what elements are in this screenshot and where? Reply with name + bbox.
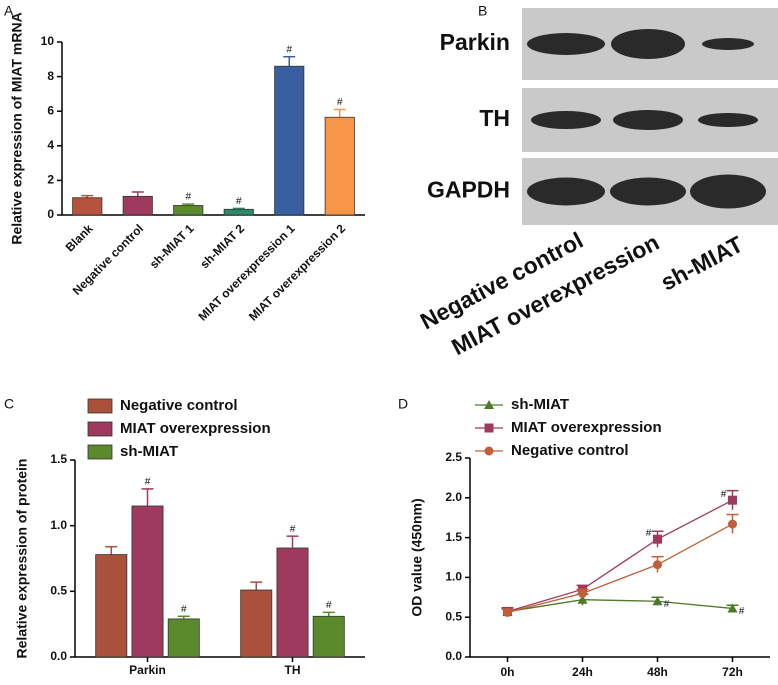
x-tick-label: sh-MIAT 1 [147,221,197,271]
legend-label: MIAT overexpression [120,420,271,437]
x-tick-label: Blank [63,221,96,254]
y-axis-label: Relative expression of protein [14,459,30,659]
x-tick-label: sh-MIAT 2 [197,221,247,271]
row-label: TH [479,105,510,131]
panel-letter: A [4,3,14,19]
legend-label: sh-MIAT [511,396,569,413]
significance-mark: # [181,604,187,615]
row-label: GAPDH [427,177,510,203]
legend-label: sh-MIAT [120,443,178,460]
y-tick-label: 0.5 [445,609,462,623]
blot-band [698,113,758,127]
marker [653,534,662,544]
y-tick-label: 8 [47,69,54,83]
blot-band [611,29,685,59]
blot-band [610,177,686,206]
blot-band [527,177,605,206]
x-tick-label: 0h [500,665,514,679]
marker [577,594,588,604]
x-tick-label: MIAT overexpression 1 [195,221,297,323]
x-tick-label: TH [285,663,301,677]
marker [653,560,662,570]
bar [324,116,355,216]
y-tick-label: 1.0 [445,570,462,584]
bar [240,589,273,658]
x-tick-label: 24h [572,665,593,679]
bar [167,618,200,658]
column-label: sh-MIAT [656,231,747,296]
significance-mark: # [664,599,670,610]
y-tick-label: 0 [47,207,54,221]
legend-swatch [87,398,113,414]
y-axis-label: Relative expression of MIAT mRNA [9,12,25,244]
marker [728,495,737,505]
panel-letter: B [478,3,487,19]
marker [484,423,494,433]
y-tick-label: 2.5 [445,450,462,464]
blot-band [702,38,754,50]
y-tick-label: 2 [47,173,54,187]
y-tick-label: 0.5 [50,584,67,598]
bar [95,554,128,658]
significance-mark: # [286,44,292,55]
bar [131,505,164,658]
series-line [507,523,733,614]
series-line [507,599,733,613]
legend-label: Negative control [120,397,238,414]
x-tick-label: MIAT overexpression 2 [246,221,348,323]
marker [728,519,737,529]
marker [727,603,738,613]
y-tick-label: 0.0 [50,649,67,663]
y-tick-label: 4 [47,138,54,152]
series-line [507,499,733,613]
legend-label: MIAT overexpression [511,419,662,436]
significance-mark: # [739,606,745,617]
significance-mark: # [290,524,296,535]
marker [484,446,494,456]
y-tick-label: 1.5 [445,530,462,544]
blot-band [527,33,605,55]
y-tick-label: 2.0 [445,490,462,504]
bar [173,205,204,216]
marker [484,400,494,409]
significance-mark: # [326,600,332,611]
significance-mark: # [236,196,242,207]
bar [274,65,305,216]
legend-swatch [87,421,113,437]
blot-band [531,111,601,129]
panel-letter: D [398,396,408,412]
y-tick-label: 10 [41,34,55,48]
y-tick-label: 1.5 [50,452,67,466]
y-axis-label: OD value (450nm) [409,498,425,616]
x-tick-label: 48h [647,665,668,679]
x-tick-label: Parkin [129,663,166,677]
y-tick-label: 0.0 [445,649,462,663]
x-tick-label: 72h [722,665,743,679]
legend-swatch [87,444,113,460]
y-tick-label: 1.0 [50,518,67,532]
marker [578,588,587,598]
significance-mark: # [185,192,191,203]
bar [276,547,309,658]
bar [223,208,254,216]
bar [122,195,153,216]
bar [312,615,345,658]
significance-mark: # [646,528,652,539]
blot-band [690,174,766,209]
significance-mark: # [721,489,727,500]
significance-mark: # [145,477,151,488]
marker [652,596,663,606]
bar [72,197,103,216]
panel-letter: C [4,396,14,412]
marker [503,607,512,617]
significance-mark: # [337,97,343,108]
legend-label: Negative control [511,442,629,459]
y-tick-label: 6 [47,103,54,117]
blot-band [613,110,683,130]
row-label: Parkin [440,29,510,55]
